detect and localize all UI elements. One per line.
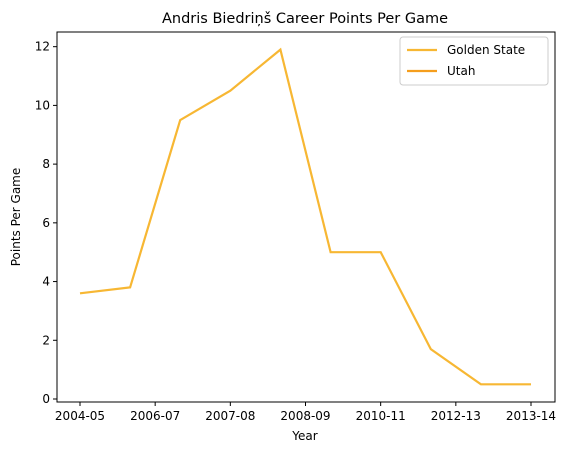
x-axis: 2004-05 2006-07 2007-08 2008-09 2010-11 2012-… (55, 402, 556, 423)
x-axis-label: Year (291, 429, 317, 443)
x-tick-label: 2008-09 (280, 409, 330, 423)
series-line-golden-state (79, 47, 531, 386)
legend-label-utah: Utah (447, 64, 475, 78)
y-tick-label: 0 (42, 392, 50, 406)
y-axis-label: Points Per Game (9, 168, 23, 267)
x-tick-label: 2010-11 (356, 409, 406, 423)
x-tick-label: 2006-07 (130, 409, 180, 423)
y-tick-label: 4 (42, 275, 50, 289)
plot-area (56, 31, 556, 403)
y-tick-label: 6 (42, 216, 50, 230)
series-lines (79, 47, 531, 386)
y-tick-label: 8 (42, 157, 50, 171)
legend-label-golden-state: Golden State (447, 43, 525, 57)
y-tick-label: 10 (35, 98, 50, 112)
x-tick-label: 2004-05 (55, 409, 105, 423)
legend: Golden State Utah (399, 36, 549, 86)
x-tick-label: 2013-14 (506, 409, 556, 423)
y-axis: 0 2 4 6 8 10 12 (35, 40, 57, 406)
x-tick-label: 2012-13 (431, 409, 481, 423)
chart-title: Andris Biedriņš Career Points Per Game (162, 11, 448, 27)
y-tick-label: 12 (35, 40, 50, 54)
y-tick-label: 2 (42, 333, 50, 347)
x-tick-label: 2007-08 (205, 409, 255, 423)
